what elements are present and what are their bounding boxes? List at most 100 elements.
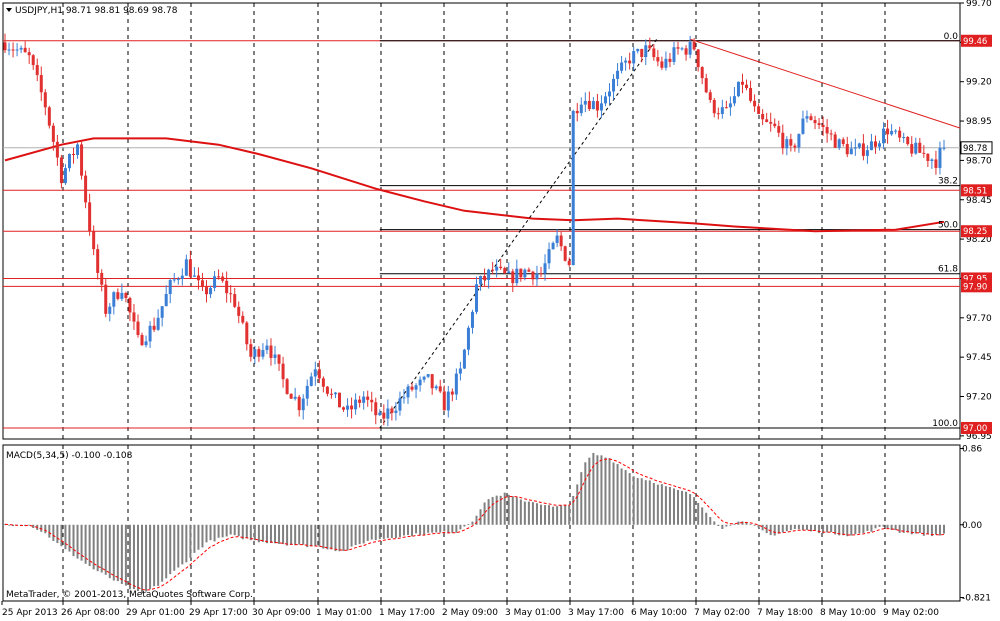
price-tick-label: 99.70 (966, 0, 992, 9)
dropdown-triangle-icon[interactable] (6, 8, 12, 12)
macd-bar (858, 524, 861, 534)
candle-body (841, 139, 845, 145)
candle-body (35, 65, 39, 76)
macd-bar (511, 496, 514, 525)
symbol-info-label: USDJPY,H1 98.71 98.81 98.69 98.78 (15, 6, 178, 16)
candle-body (390, 408, 394, 413)
macd-bar (818, 524, 821, 534)
macd-bar (209, 524, 212, 541)
macd-bar (862, 524, 865, 533)
candle-body (676, 47, 680, 49)
candle-body (761, 113, 765, 120)
macd-bar (749, 523, 752, 525)
candle-body (128, 298, 132, 313)
macd-bar (189, 524, 192, 558)
candle-body (329, 393, 333, 395)
candle-body (535, 273, 539, 280)
macd-bar (801, 524, 804, 531)
macd-bar (28, 524, 31, 526)
macd-bar (628, 473, 631, 525)
macd-bar (834, 524, 837, 535)
macd-bar (471, 521, 474, 525)
candle-body (922, 152, 926, 154)
candle-body (853, 147, 857, 149)
macd-bar (265, 524, 268, 544)
candle-body (587, 100, 591, 110)
macd-bar (789, 524, 792, 531)
macd-bar (76, 524, 79, 559)
candle-body (362, 396, 366, 403)
macd-bar (709, 517, 712, 525)
macd-bar (584, 462, 587, 525)
macd-bar (411, 524, 414, 537)
candle-body (688, 41, 692, 55)
macd-bar (40, 524, 43, 532)
macd-bar (306, 524, 309, 548)
time-axis-label: 8 May 10:00 (820, 608, 876, 618)
candle-body (382, 412, 386, 419)
candle-body (886, 128, 890, 135)
macd-bar (72, 524, 75, 557)
macd-bar (681, 490, 684, 525)
macd-bar (781, 524, 784, 533)
candle-body (938, 147, 942, 168)
macd-bar (906, 524, 909, 533)
macd-bar (419, 524, 422, 536)
candle-body (740, 81, 744, 85)
key-price-tag-bg (961, 421, 992, 434)
resistance-trendline[interactable] (689, 38, 972, 132)
price-tick-label: 97.20 (966, 393, 992, 403)
macd-bar (850, 524, 853, 536)
macd-bar (84, 524, 87, 564)
macd-tick-label: 0.86 (962, 445, 982, 455)
macd-bar (604, 457, 607, 525)
candle-body (325, 386, 329, 394)
candle-body (217, 276, 221, 278)
macd-bar (100, 524, 103, 573)
macd-bar (580, 472, 583, 525)
price-axis: 99.7099.4599.2098.9598.7098.4598.2097.95… (960, 0, 992, 442)
macd-bar (814, 524, 817, 531)
candle-body (869, 141, 873, 151)
candle-body (837, 139, 841, 148)
candle-body (144, 341, 148, 346)
macd-bar (922, 524, 925, 536)
macd-bar (902, 524, 905, 533)
time-axis-label: 26 Apr 08:00 (61, 608, 120, 618)
macd-bar (741, 521, 744, 525)
macd-bar (80, 524, 83, 561)
candle-body (479, 276, 483, 285)
candle-body (281, 363, 285, 380)
fibonacci-trendline[interactable] (379, 37, 659, 429)
candle-body (265, 345, 269, 351)
candle-body (19, 47, 23, 50)
candle-body (692, 41, 696, 50)
candle-body (833, 134, 837, 148)
macd-bar (108, 524, 111, 579)
macd-bar (415, 524, 418, 534)
macd-bar (245, 524, 248, 539)
candle-body (753, 100, 757, 107)
macd-bar (12, 524, 15, 527)
macd-bar (455, 524, 458, 533)
fibonacci-level-label: 61.8 (938, 265, 958, 275)
macd-axis: 0.86 0.00 -0.821 (960, 445, 991, 604)
macd-bar (447, 524, 450, 534)
macd-bar (548, 505, 551, 525)
macd-bar (656, 484, 659, 525)
macd-signal-line (4, 458, 945, 591)
candle-body (346, 405, 350, 410)
macd-bar (878, 524, 881, 527)
time-axis-label: 2 May 09:00 (442, 608, 498, 618)
macd-bar (278, 524, 281, 544)
macd-histogram (4, 452, 945, 594)
candle-body (140, 334, 144, 346)
candle-body (547, 249, 551, 264)
candle-body (890, 130, 894, 135)
macd-bar (870, 524, 873, 532)
macd-bar (141, 524, 144, 594)
macd-bar (753, 524, 756, 526)
candle-body (225, 280, 229, 294)
candle-body (176, 278, 180, 280)
